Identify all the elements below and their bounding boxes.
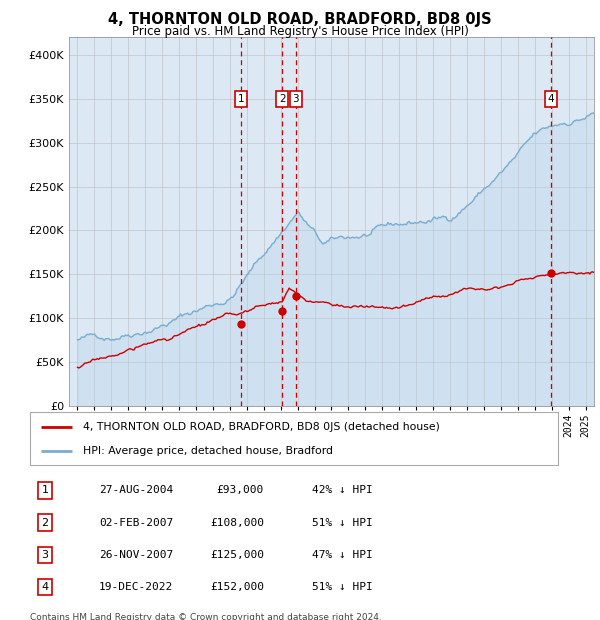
- Text: 51% ↓ HPI: 51% ↓ HPI: [312, 518, 373, 528]
- Text: 51% ↓ HPI: 51% ↓ HPI: [312, 582, 373, 592]
- Text: 4, THORNTON OLD ROAD, BRADFORD, BD8 0JS (detached house): 4, THORNTON OLD ROAD, BRADFORD, BD8 0JS …: [83, 422, 440, 432]
- Text: 4: 4: [41, 582, 49, 592]
- Text: Contains HM Land Registry data © Crown copyright and database right 2024.: Contains HM Land Registry data © Crown c…: [30, 613, 382, 620]
- Text: 1: 1: [41, 485, 49, 495]
- Text: 26-NOV-2007: 26-NOV-2007: [99, 550, 173, 560]
- Text: £125,000: £125,000: [210, 550, 264, 560]
- Text: 1: 1: [238, 94, 244, 104]
- Text: HPI: Average price, detached house, Bradford: HPI: Average price, detached house, Brad…: [83, 446, 333, 456]
- Text: 27-AUG-2004: 27-AUG-2004: [99, 485, 173, 495]
- Text: £93,000: £93,000: [217, 485, 264, 495]
- Text: Price paid vs. HM Land Registry's House Price Index (HPI): Price paid vs. HM Land Registry's House …: [131, 25, 469, 38]
- Text: 2: 2: [279, 94, 286, 104]
- Text: 47% ↓ HPI: 47% ↓ HPI: [312, 550, 373, 560]
- Text: 42% ↓ HPI: 42% ↓ HPI: [312, 485, 373, 495]
- Text: 3: 3: [41, 550, 49, 560]
- Text: £152,000: £152,000: [210, 582, 264, 592]
- Text: £108,000: £108,000: [210, 518, 264, 528]
- Text: 2: 2: [41, 518, 49, 528]
- Text: 4: 4: [548, 94, 554, 104]
- Text: 3: 3: [293, 94, 299, 104]
- Text: 02-FEB-2007: 02-FEB-2007: [99, 518, 173, 528]
- Text: 4, THORNTON OLD ROAD, BRADFORD, BD8 0JS: 4, THORNTON OLD ROAD, BRADFORD, BD8 0JS: [108, 12, 492, 27]
- Text: 19-DEC-2022: 19-DEC-2022: [99, 582, 173, 592]
